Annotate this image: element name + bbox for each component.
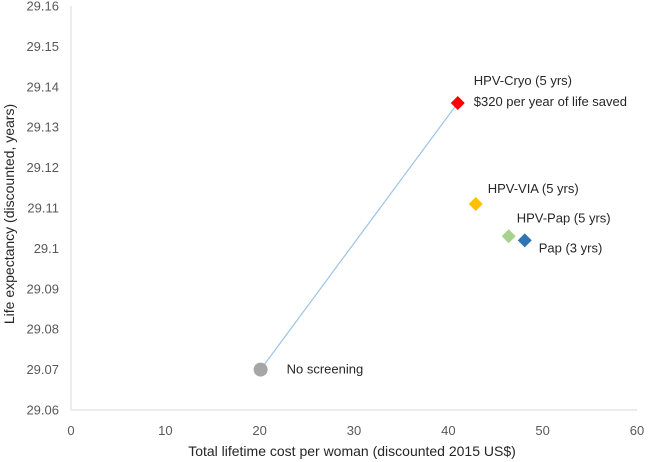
point-marker [501,229,516,244]
y-tick-label: 29.1 [34,241,59,256]
point-labels: No screening HPV-Cryo (5 yrs) $320 per yea… [287,73,627,377]
x-tick-label: 50 [535,423,549,438]
y-tick-label: 29.12 [26,160,59,175]
y-tick-label: 29.07 [26,362,59,377]
point-marker [517,233,532,248]
y-tick-label: 29.13 [26,120,59,135]
x-tick-label: 60 [630,423,644,438]
y-tick-label: 29.06 [26,403,59,418]
point-marker [253,362,268,377]
point-marker [468,196,483,211]
point-marker [450,95,465,110]
point-label: Pap (3 yrs) [539,240,603,255]
point-label: No screening [287,362,364,377]
point-annotation: $320 per year of life saved [474,94,627,109]
y-tick-label: 29.15 [26,39,59,54]
y-axis-title: Life expectancy (discounted, years) [1,104,17,324]
point-label: HPV-Pap (5 yrs) [517,210,611,225]
y-tick-label: 29.09 [26,281,59,296]
x-tick-label: 30 [347,423,361,438]
frontier-line [260,102,459,370]
y-tick-label: 29.11 [27,201,59,216]
y-tick-label: 29.08 [26,322,59,337]
x-tick-label: 10 [158,423,172,438]
point-label: HPV-VIA (5 yrs) [488,181,579,196]
x-tick-label: 0 [67,423,74,438]
x-axis-title: Total lifetime cost per woman (discounte… [188,443,516,459]
x-axis-ticks: 0 10 20 30 40 50 60 [67,423,644,438]
x-tick-label: 40 [441,423,455,438]
y-axis-ticks: 29.06 29.07 29.08 29.09 29.1 29.11 29.12 29.13 2… [26,0,59,418]
data-points [253,95,532,377]
point-label: HPV-Cryo (5 yrs) [474,73,572,88]
y-tick-label: 29.16 [26,0,59,14]
x-tick-label: 20 [252,423,266,438]
y-tick-label: 29.14 [26,79,59,94]
